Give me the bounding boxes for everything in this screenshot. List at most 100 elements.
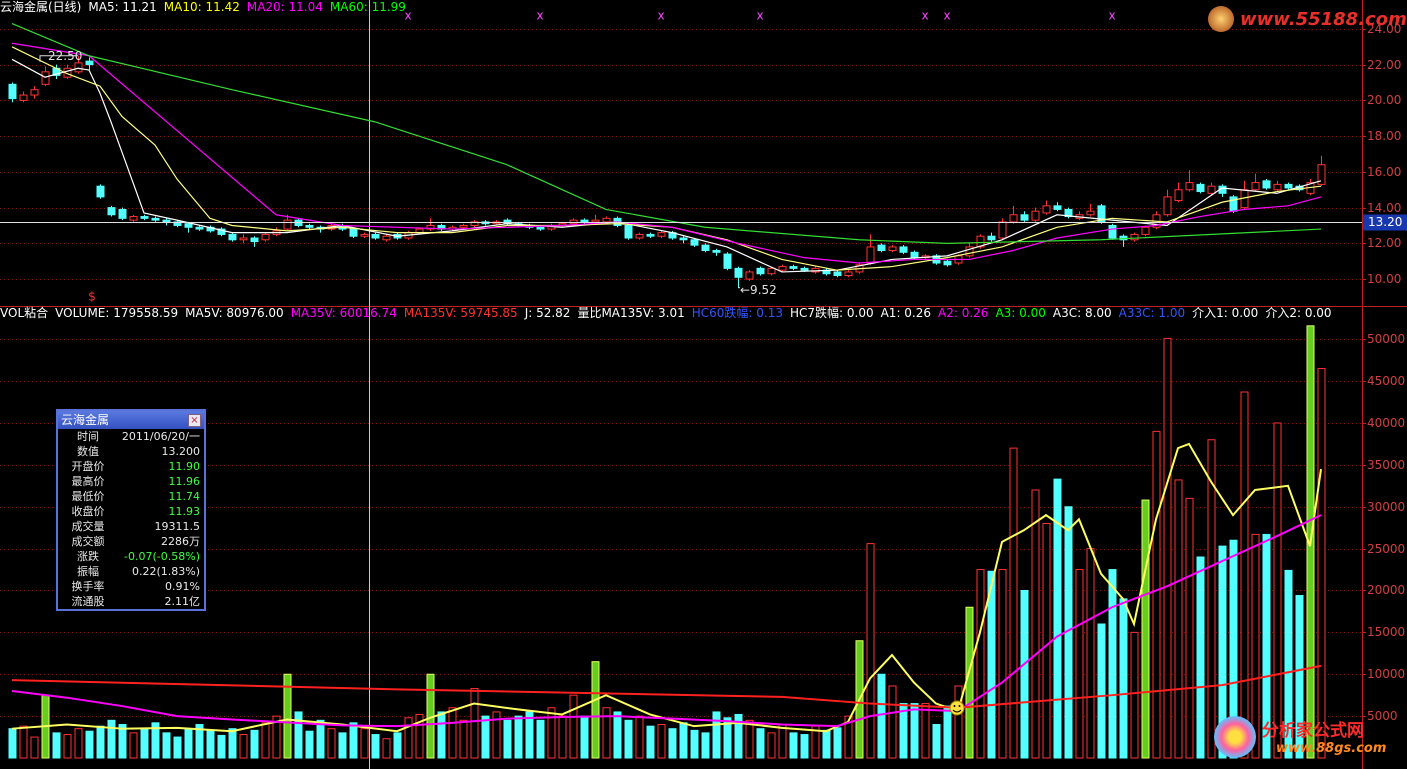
y-tick-label: 14.00 [1367, 201, 1401, 215]
candle-body [1174, 189, 1183, 201]
reference-label-box [1363, 214, 1407, 231]
volume-bar [360, 728, 369, 759]
candle-body [1108, 224, 1117, 239]
volume-bar [74, 728, 83, 759]
volume-bar [965, 606, 974, 759]
y-tick-label: 45000 [1367, 374, 1405, 388]
candle-body [910, 251, 919, 259]
y-tick-label: 20000 [1367, 583, 1405, 597]
volume-bar [217, 734, 226, 759]
info-value: 2286万 [161, 535, 200, 548]
info-value: 13.200 [161, 445, 201, 458]
y-tick-label: 40000 [1367, 416, 1405, 430]
volume-bar [437, 711, 446, 759]
candle-body [283, 219, 292, 230]
info-row: 时间 2011/06/20/一 [58, 429, 204, 444]
candle-body [261, 233, 270, 241]
candle-body [646, 233, 655, 237]
marker: x [921, 9, 928, 23]
volume-bar [767, 732, 776, 759]
candle-body [8, 83, 17, 100]
volume-bar [877, 673, 886, 759]
volume-bar [206, 729, 215, 759]
candle-body [1317, 164, 1326, 185]
candle-body [305, 224, 314, 228]
volume-bar [954, 685, 963, 759]
volume-bar [789, 732, 798, 759]
info-row: 流通股 2.11亿 [58, 594, 204, 609]
volume-bar [503, 719, 512, 759]
volume-bar [701, 732, 710, 759]
volume-bar [525, 711, 534, 759]
marker: x [536, 9, 543, 23]
flower-icon [1214, 716, 1256, 758]
volume-bar [1108, 569, 1117, 759]
volume-bar [415, 713, 424, 759]
y-tick-label: 16.00 [1367, 165, 1401, 179]
volume-bar [976, 569, 985, 759]
candle-body [756, 267, 765, 275]
volume-bar [998, 569, 1007, 759]
volume-bar [1075, 569, 1084, 759]
candle-body [360, 233, 369, 237]
volume-bar [305, 730, 314, 759]
info-label: 最高价 [71, 475, 105, 488]
candle-body [228, 233, 237, 241]
watermark-top: www.55188.com [1240, 9, 1407, 30]
y-tick-label: 18.00 [1367, 129, 1401, 143]
volume-bar [1174, 479, 1183, 759]
volume-bar [723, 717, 732, 759]
info-row: 数值 13.200 [58, 444, 204, 459]
legend-entry: MA20: 11.04 [246, 0, 323, 14]
close-button[interactable]: × [188, 414, 201, 427]
candle-body [998, 221, 1007, 239]
volume-bar [184, 728, 193, 759]
volume-bar [547, 707, 556, 759]
volume-bar [1295, 595, 1304, 759]
volume-bar [712, 711, 721, 759]
volume-bar [943, 705, 952, 759]
marker: x [756, 9, 763, 23]
info-value: 2011/06/20/一 [121, 430, 200, 443]
info-value: 0.91% [165, 580, 200, 593]
info-label: 收盘价 [71, 505, 105, 518]
volume-bar [1251, 533, 1260, 759]
y-tick-label: 25000 [1367, 542, 1405, 556]
info-row: 开盘价 11.90 [58, 459, 204, 474]
y-tick-label: 30000 [1367, 500, 1405, 514]
candle-body [1273, 183, 1282, 191]
candle-body [580, 219, 589, 223]
candle-body [690, 239, 699, 246]
volume-bar [294, 711, 303, 759]
volume-bar [371, 734, 380, 759]
y-tick-label: 50000 [1367, 332, 1405, 346]
candle-body [789, 266, 798, 269]
volume-bar [778, 723, 787, 759]
volume-bar [745, 719, 754, 759]
volume-bar [173, 736, 182, 759]
candle-body [74, 62, 83, 73]
candle-body [1009, 214, 1018, 223]
candle-body [217, 228, 226, 235]
ma-line [11, 514, 1322, 728]
volume-bar [250, 729, 259, 759]
info-label: 成交量 [71, 520, 105, 533]
candle-body [701, 244, 710, 252]
volume-bar [580, 715, 589, 759]
legend-entry: MA35V: 60016.74 [290, 306, 397, 320]
candle-body [1141, 226, 1150, 235]
ma-line [11, 664, 1322, 709]
candle-body [635, 233, 644, 239]
candle-body [85, 60, 94, 66]
candle-body [162, 219, 171, 223]
volume-bar [107, 719, 116, 759]
candle-body [1064, 208, 1073, 218]
volume-bar [800, 734, 809, 759]
info-label: 换手率 [71, 580, 105, 593]
info-value: 0.22(1.83%) [131, 565, 200, 578]
candle-body [899, 246, 908, 253]
volume-bar [404, 717, 413, 759]
volume-bar [888, 685, 897, 759]
candle-body [712, 250, 721, 253]
